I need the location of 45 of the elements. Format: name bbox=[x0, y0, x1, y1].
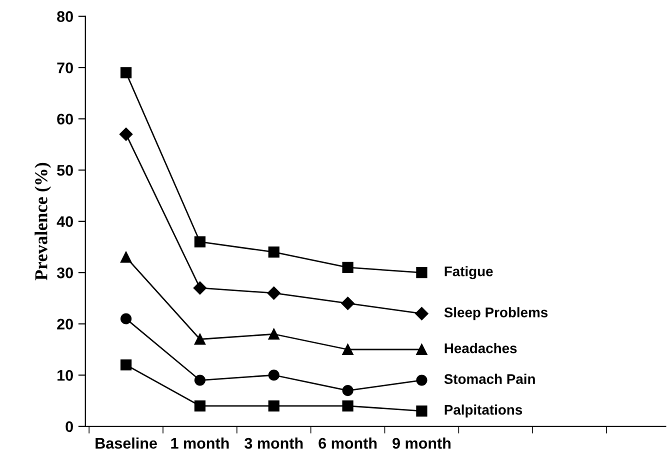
point bbox=[194, 374, 206, 386]
point bbox=[194, 334, 206, 345]
point bbox=[268, 328, 280, 340]
x-tick-label: 6 month bbox=[318, 438, 377, 449]
point bbox=[416, 344, 428, 356]
series-label: Headaches bbox=[444, 343, 517, 354]
y-tick-label: 50 bbox=[57, 164, 73, 176]
y-tick-label: 20 bbox=[57, 318, 73, 330]
x-tick-label: Baseline bbox=[96, 438, 157, 449]
point bbox=[416, 374, 428, 386]
point bbox=[416, 405, 428, 417]
y-tick-label: 60 bbox=[57, 114, 73, 125]
point bbox=[194, 236, 206, 248]
y-tick-label: 30 bbox=[56, 267, 73, 278]
y-tick-label: 10 bbox=[58, 370, 73, 381]
point bbox=[342, 344, 354, 356]
y-tick-label: 40 bbox=[56, 216, 73, 228]
point bbox=[342, 384, 354, 396]
point bbox=[342, 400, 354, 412]
point bbox=[119, 128, 133, 141]
y-tick-label: 70 bbox=[57, 62, 73, 74]
point bbox=[342, 262, 354, 274]
point bbox=[120, 252, 132, 263]
series-label: Fatigue bbox=[444, 266, 493, 280]
x-tick-label: 1 month bbox=[171, 438, 229, 449]
y-tick-label: 0 bbox=[66, 421, 73, 432]
point bbox=[120, 67, 132, 78]
y-axis-title: Prevalence (%) bbox=[34, 162, 52, 280]
point bbox=[416, 267, 428, 278]
series-label: Stomach Pain bbox=[444, 374, 535, 384]
point bbox=[120, 313, 132, 324]
point bbox=[267, 286, 280, 300]
series-label: Sleep Problems bbox=[444, 307, 548, 320]
x-tick-label: 3 month bbox=[244, 438, 303, 449]
point bbox=[415, 307, 428, 320]
y-tick-label: 80 bbox=[57, 11, 73, 22]
point bbox=[193, 281, 207, 295]
series-label: Palpitations bbox=[444, 404, 522, 418]
point bbox=[268, 246, 280, 258]
point bbox=[194, 400, 206, 412]
point bbox=[341, 296, 354, 310]
x-tick-label: 9 month bbox=[392, 438, 450, 449]
point bbox=[120, 359, 132, 370]
point bbox=[268, 370, 280, 381]
point bbox=[268, 400, 280, 412]
